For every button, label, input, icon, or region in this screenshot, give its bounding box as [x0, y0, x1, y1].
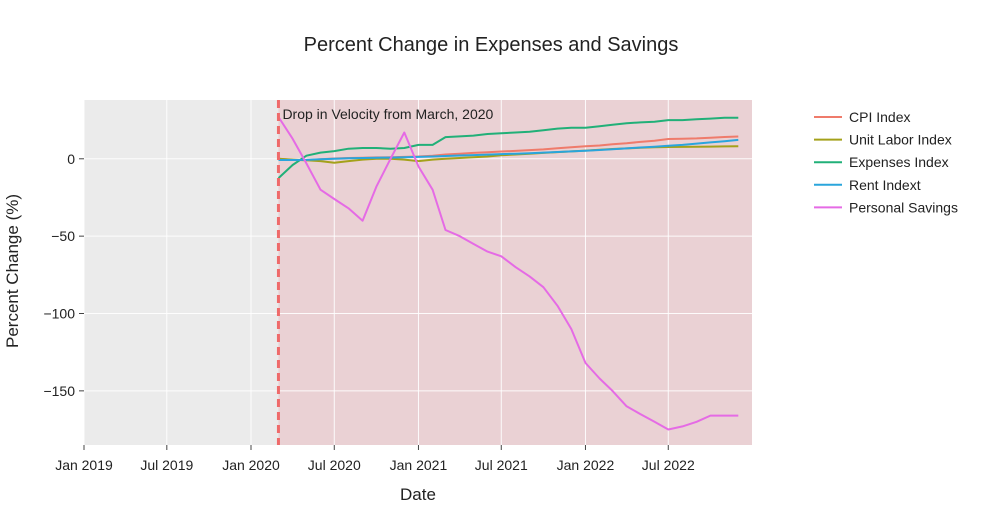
y-tick-label: −100 — [43, 305, 75, 321]
series-lines — [277, 116, 739, 431]
y-tick-label: −50 — [51, 228, 75, 244]
series-line-expenses-index — [277, 116, 739, 179]
legend-label: Rent Indext — [849, 177, 921, 193]
x-tick-label: Jan 2021 — [390, 457, 448, 473]
annotation-label: Drop in Velocity from March, 2020 — [282, 106, 493, 122]
y-gridlines — [84, 158, 752, 392]
legend-label: Unit Labor Index — [849, 132, 952, 148]
y-axis-ticks: 0 −50 −100 −150 — [43, 151, 84, 399]
x-tick-label: Jan 2022 — [557, 457, 615, 473]
x-axis-title: Date — [400, 485, 436, 504]
y-tick-label: 0 — [67, 151, 75, 167]
series-line-rent-indext — [278, 138, 739, 161]
series-line-personal-savings — [277, 116, 739, 431]
legend-label: Personal Savings — [849, 199, 958, 215]
x-tick-label: Jul 2021 — [475, 457, 528, 473]
x-tick-label: Jan 2019 — [55, 457, 113, 473]
y-tick-label: −150 — [43, 383, 75, 399]
legend-label: Expenses Index — [849, 154, 949, 170]
x-axis-ticks: Jan 2019 Jul 2019 Jan 2020 Jul 2020 Jan 2021… — [55, 445, 695, 473]
legend: CPI Index Unit Labor Index Expenses Index R… — [814, 109, 958, 215]
x-tick-label: Jul 2020 — [308, 457, 361, 473]
legend-label: CPI Index — [849, 109, 910, 125]
y-axis-title: Percent Change (%) — [3, 194, 22, 348]
x-tick-label: Jul 2022 — [642, 457, 695, 473]
x-tick-label: Jan 2020 — [222, 457, 280, 473]
x-tick-label: Jul 2019 — [140, 457, 193, 473]
chart-title: Percent Change in Expenses and Savings — [304, 34, 679, 56]
